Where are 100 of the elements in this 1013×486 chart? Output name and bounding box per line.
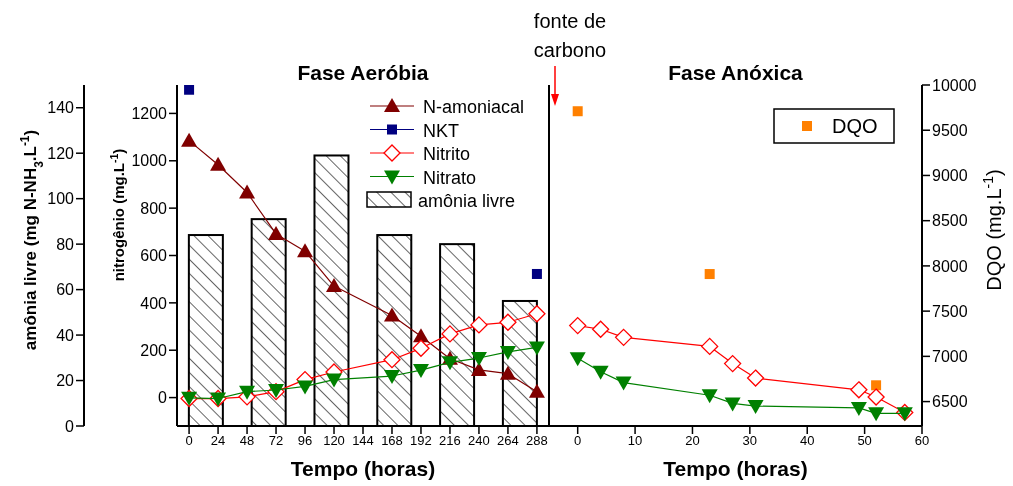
- x-tick-label: 120: [323, 433, 345, 449]
- y2-tick-label: 80: [56, 235, 75, 253]
- y2-tick-label: 120: [47, 144, 75, 162]
- point: [614, 328, 633, 347]
- point: [528, 383, 545, 398]
- point: [615, 376, 632, 391]
- x-tick-label: 288: [526, 433, 548, 449]
- x-axis-title: Tempo (horas): [290, 457, 436, 480]
- legend-label: DQO: [832, 115, 878, 137]
- point: [528, 341, 545, 356]
- point: [701, 389, 718, 404]
- x-tick-label: 24: [210, 433, 226, 449]
- x-tick-label: 10: [627, 433, 643, 449]
- legend-label: Nitrito: [423, 144, 471, 164]
- point: [326, 278, 343, 293]
- point: [412, 364, 429, 379]
- point: [572, 106, 583, 117]
- y2-tick-label: 6500: [932, 393, 968, 411]
- x-axis-title: Tempo (horas): [663, 457, 808, 480]
- point: [592, 320, 610, 338]
- y-tick-label: 1200: [131, 105, 168, 123]
- y2-tick-label: 7000: [932, 348, 968, 366]
- legend-label: Nitrato: [423, 167, 477, 188]
- y-tick-label: 800: [140, 199, 168, 217]
- y2-tick-label: 140: [47, 99, 75, 117]
- y2-tick-label: 40: [56, 326, 75, 344]
- point: [747, 400, 764, 415]
- point: [704, 269, 715, 280]
- y2-tick-label: 7500: [932, 302, 968, 320]
- legend-label: N-amoniacal: [423, 97, 525, 117]
- y2-tick-label: 100: [47, 190, 75, 208]
- y2-tick-label: 60: [56, 281, 75, 299]
- legend-label: NKT: [423, 120, 459, 141]
- point: [724, 397, 741, 412]
- x-tick-label: 0: [574, 433, 582, 449]
- x-tick-label: 30: [742, 433, 758, 449]
- point: [268, 225, 285, 240]
- point: [867, 388, 885, 406]
- y2-tick-label: 20: [56, 372, 75, 390]
- x-tick-label: 60: [914, 433, 930, 449]
- point: [470, 316, 488, 334]
- y-tick-label: 600: [140, 247, 168, 265]
- point: [871, 380, 882, 391]
- point: [592, 365, 609, 380]
- y-tick-label: 400: [140, 294, 168, 312]
- point: [528, 305, 546, 323]
- chart-title: Fase Anóxica: [668, 61, 804, 84]
- point: [499, 345, 516, 360]
- y-tick-label: 200: [140, 341, 168, 359]
- point: [868, 407, 885, 422]
- point: [701, 337, 719, 356]
- point: [210, 156, 227, 171]
- x-tick-label: 96: [297, 433, 313, 449]
- point: [326, 373, 343, 388]
- point: [239, 184, 256, 199]
- point: [850, 401, 867, 416]
- point: [297, 380, 314, 395]
- point: [181, 132, 198, 147]
- point: [896, 407, 913, 422]
- point: [297, 243, 314, 258]
- x-tick-label: 72: [268, 433, 284, 449]
- source-note: fonte de carbono: [533, 10, 607, 61]
- y2-tick-label: 9500: [932, 121, 968, 139]
- point: [239, 385, 256, 400]
- x-tick-label: 20: [685, 433, 700, 449]
- point: [531, 268, 542, 279]
- x-tick-label: 144: [352, 433, 374, 449]
- point: [441, 356, 458, 371]
- point: [184, 85, 195, 95]
- point: [383, 370, 400, 385]
- y2-tick-label: 8500: [932, 212, 968, 230]
- legend-label: amônia livre: [418, 191, 516, 211]
- point: [383, 307, 400, 322]
- y-tick-label: 0: [158, 389, 168, 407]
- x-tick-label: 192: [410, 433, 432, 449]
- point: [383, 351, 401, 369]
- x-tick-label: 48: [239, 433, 255, 449]
- point: [850, 381, 868, 399]
- point: [470, 352, 487, 367]
- chart-title: Fase Aeróbia: [297, 61, 429, 84]
- y2-tick-label: 10000: [932, 76, 977, 94]
- point: [499, 313, 517, 331]
- point: [412, 328, 429, 343]
- x-tick-label: 240: [468, 433, 490, 449]
- point: [569, 316, 587, 335]
- point: [746, 369, 765, 387]
- x-tick-label: 264: [497, 433, 519, 449]
- x-tick-label: 40: [800, 433, 815, 449]
- x-tick-label: 0: [185, 433, 193, 449]
- y2-tick-label: 0: [65, 417, 75, 435]
- point: [723, 354, 742, 373]
- y2-tick-label: 8000: [932, 257, 968, 275]
- x-tick-label: 168: [381, 433, 403, 449]
- point: [441, 325, 459, 343]
- point: [499, 365, 516, 380]
- y-tick-label: 1000: [131, 152, 168, 170]
- x-tick-label: 216: [439, 433, 461, 449]
- x-tick-label: 50: [857, 433, 872, 449]
- y2-tick-label: 9000: [932, 167, 968, 185]
- point: [412, 339, 430, 357]
